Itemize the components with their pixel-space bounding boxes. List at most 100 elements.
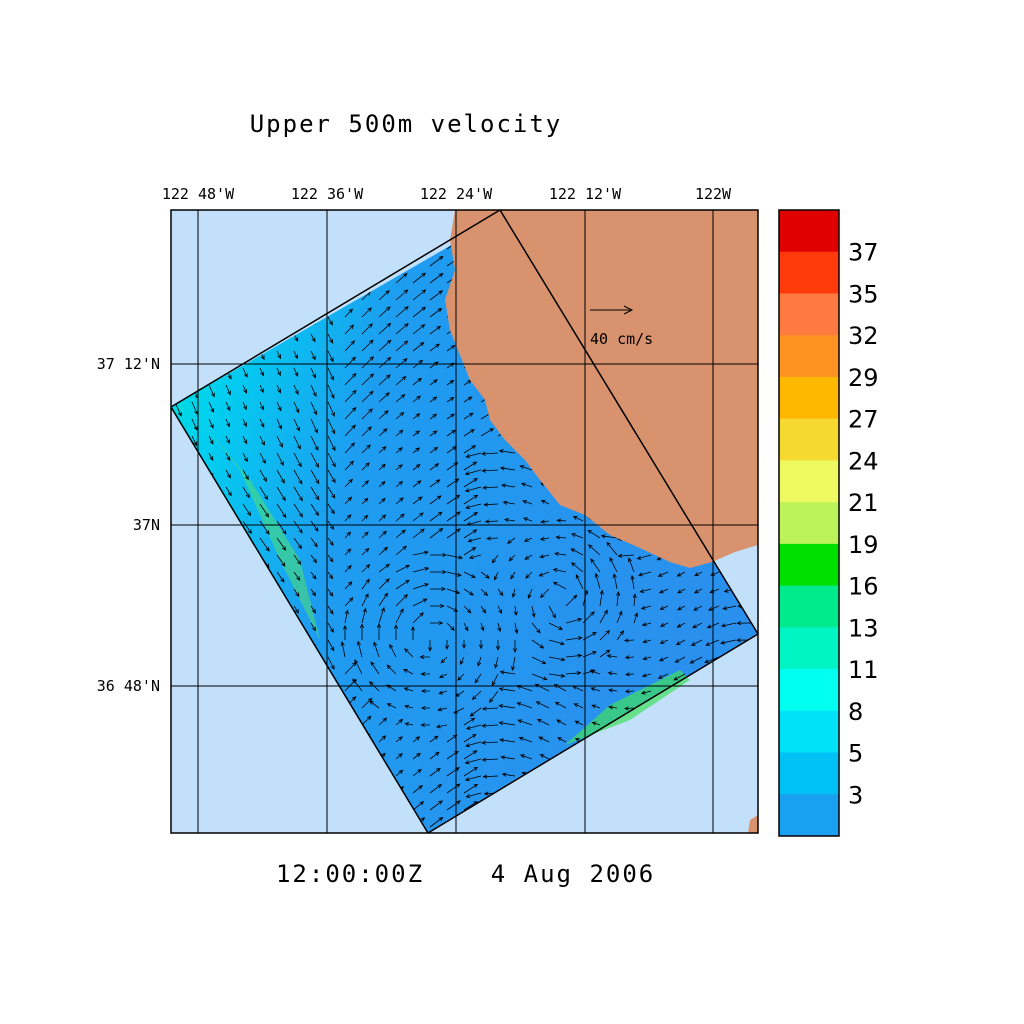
- vector: [276, 401, 282, 412]
- vector: [658, 656, 669, 662]
- vector: [395, 545, 408, 556]
- vector: [327, 384, 335, 399]
- colorbar-label: 16: [848, 573, 879, 601]
- vector: [573, 703, 584, 709]
- vector: [412, 612, 424, 624]
- vector: [548, 656, 566, 662]
- vector: [430, 586, 446, 592]
- vector: [463, 445, 477, 454]
- vector: [242, 401, 247, 411]
- vector: [395, 718, 404, 726]
- vector: [361, 339, 374, 352]
- colorbar-segment: [779, 585, 839, 628]
- colorbar-segment: [779, 210, 839, 253]
- vector: [499, 738, 516, 743]
- vector: [378, 546, 389, 556]
- vector: [378, 530, 387, 539]
- vector: [554, 551, 567, 557]
- vector: [427, 640, 433, 652]
- vector: [242, 384, 248, 394]
- vector: [361, 563, 371, 573]
- vector: [719, 639, 737, 645]
- vector: [467, 537, 482, 543]
- colorbar-label: 37: [848, 239, 879, 267]
- vector: [590, 558, 601, 573]
- vector: [536, 718, 550, 726]
- vector: [208, 401, 215, 414]
- vector: [657, 571, 669, 577]
- vector: [429, 463, 440, 471]
- vector: [440, 656, 448, 664]
- colorbar-segment: [779, 710, 839, 754]
- vector: [497, 588, 504, 597]
- vector: [293, 588, 300, 598]
- vector: [242, 469, 249, 481]
- vector: [438, 673, 448, 679]
- land: [748, 815, 758, 833]
- vector: [463, 494, 479, 505]
- vector: [599, 629, 611, 641]
- colorbar-segment: [779, 376, 839, 420]
- lon-label: 122 48'W: [162, 185, 235, 203]
- vector: [463, 783, 479, 794]
- vector: [481, 468, 499, 473]
- vector: [673, 673, 686, 681]
- vector: [378, 578, 390, 590]
- vector: [468, 554, 482, 560]
- vector: [519, 465, 533, 471]
- vector: [463, 733, 477, 743]
- vector: [636, 554, 652, 560]
- vector: [225, 418, 230, 428]
- vector: [556, 719, 567, 726]
- vector: [327, 333, 334, 344]
- colorbar-label: 29: [848, 364, 879, 392]
- vector: [327, 469, 336, 484]
- vector: [361, 426, 372, 437]
- vector: [403, 687, 414, 692]
- vector: [463, 588, 474, 596]
- vector: [327, 316, 333, 326]
- vector: [446, 783, 461, 794]
- vector: [259, 401, 264, 411]
- vector: [420, 722, 430, 728]
- vector: [480, 428, 495, 437]
- vector: [599, 609, 608, 624]
- colorbar-label: 11: [848, 656, 879, 684]
- vector: [208, 384, 215, 398]
- vector: [531, 639, 545, 649]
- vector: [429, 816, 444, 828]
- vector: [535, 701, 550, 709]
- vector: [225, 384, 231, 396]
- vector: [446, 554, 464, 560]
- vector: [419, 654, 430, 660]
- vector: [632, 593, 637, 607]
- colorbar-label: 5: [848, 740, 863, 768]
- vector: [395, 305, 409, 318]
- vector: [293, 350, 299, 360]
- vector: [628, 557, 635, 573]
- vector: [395, 340, 409, 352]
- vector: [293, 452, 302, 468]
- vector: [395, 322, 409, 335]
- vector: [463, 571, 476, 578]
- vector: [340, 641, 346, 658]
- vector: [594, 572, 601, 590]
- vector: [293, 537, 303, 550]
- vector: [491, 673, 499, 687]
- vector: [208, 435, 214, 445]
- vector: [344, 424, 356, 437]
- vector: [412, 289, 427, 301]
- colorbar-segment: [779, 335, 839, 378]
- vector: [276, 452, 284, 467]
- vector: [361, 390, 374, 403]
- vector: [361, 593, 369, 607]
- vector: [310, 520, 319, 532]
- vector: [378, 480, 386, 488]
- vector: [327, 435, 336, 452]
- vector: [497, 622, 502, 633]
- vector: [395, 769, 404, 777]
- vector: [522, 500, 533, 505]
- vector: [516, 702, 533, 709]
- vector: [412, 785, 424, 794]
- vector: [463, 511, 479, 522]
